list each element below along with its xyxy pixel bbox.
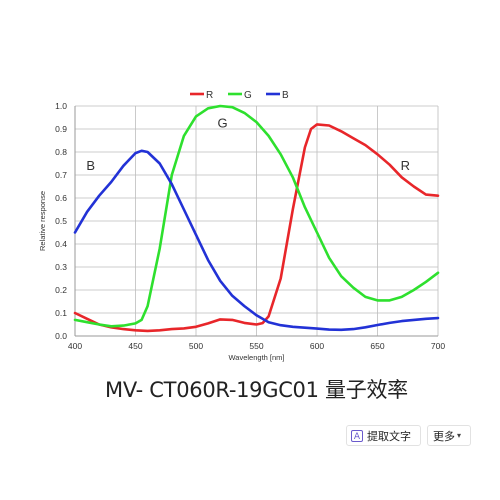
y-tick-label: 0.4: [55, 239, 67, 249]
x-tick-label: 600: [310, 341, 324, 351]
quantum-efficiency-chart: 0.0 0.1 0.2 0.3 0.4 0.5 0.6 0.7 0.8 0.9 1.0 400 450 5…: [38, 90, 445, 362]
x-tick-label: 400: [68, 341, 82, 351]
series-line-b: [73, 149, 440, 332]
series-line-r: [73, 123, 440, 333]
annotation-b: B: [86, 158, 95, 173]
series-line-g: [73, 104, 440, 328]
legend-label-b: B: [282, 90, 289, 101]
y-tick-label: 0.5: [55, 216, 67, 226]
legend-label-r: R: [206, 90, 213, 101]
y-tick-label: 0.9: [55, 124, 67, 134]
y-tick-label: 0.6: [55, 193, 67, 203]
y-tick-label: 0.7: [55, 170, 67, 180]
x-tick-label: 650: [370, 341, 384, 351]
chart-caption: MV- CT060R-19GC01 量子效率: [105, 378, 408, 402]
x-axis-title: Wavelength [nm]: [229, 353, 285, 362]
y-tick-label: 0.3: [55, 262, 67, 272]
more-label: 更多: [433, 429, 455, 443]
y-tick-label: 0.2: [55, 285, 67, 295]
legend-label-g: G: [244, 90, 252, 101]
text-recognition-icon: A: [351, 429, 363, 442]
chevron-down-icon: ▾: [457, 431, 462, 440]
y-tick-label: 0.0: [55, 331, 67, 341]
x-tick-label: 450: [128, 341, 142, 351]
annotation-r: R: [401, 158, 410, 173]
x-tick-label: 550: [249, 341, 263, 351]
x-tick-label: 700: [431, 341, 445, 351]
x-tick-label: 500: [189, 341, 203, 351]
y-tick-label: 0.1: [55, 308, 67, 318]
annotation-g: G: [218, 115, 228, 130]
y-tick-label: 1.0: [55, 101, 67, 111]
extract-text-button[interactable]: A 提取文字: [346, 425, 421, 446]
y-axis-title: Relative response: [38, 191, 47, 251]
more-button[interactable]: 更多 ▾: [427, 425, 471, 446]
y-tick-label: 0.8: [55, 147, 67, 157]
extract-text-label: 提取文字: [367, 429, 411, 443]
